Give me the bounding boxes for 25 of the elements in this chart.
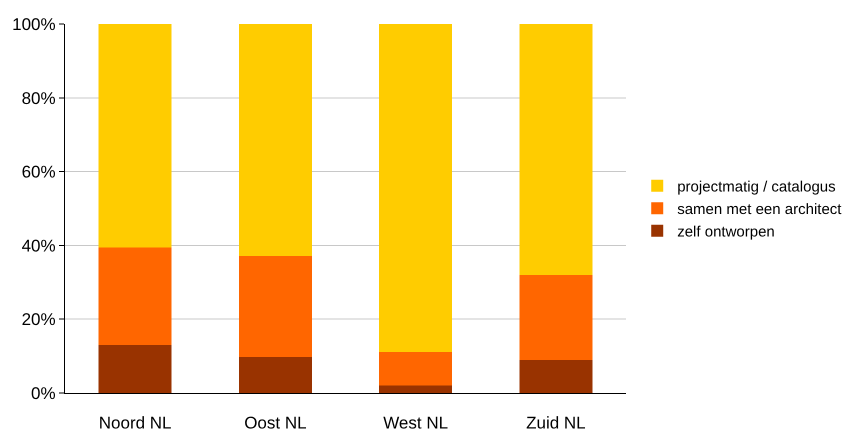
bar: [98, 345, 172, 393]
y-tick-label: 0%: [31, 384, 56, 403]
legend-label: zelf ontworpen: [677, 224, 775, 241]
y-tick-label: 60%: [22, 162, 56, 182]
bar: [98, 248, 172, 346]
x-tick-label: Oost NL: [244, 413, 307, 432]
y-tick-label: 40%: [22, 236, 56, 256]
bar: [519, 274, 592, 360]
bar: [238, 24, 312, 256]
y-tick-label: 100%: [12, 14, 56, 34]
bar: [379, 352, 452, 386]
bar: [238, 356, 312, 393]
bar: [379, 385, 452, 393]
x-tick-label: West NL: [383, 413, 448, 432]
bar: [519, 24, 592, 275]
x-tick-label: Noord NL: [98, 413, 172, 432]
legend-label: samen met een architect: [677, 201, 842, 218]
bar: [379, 24, 452, 352]
bar: [519, 360, 592, 393]
bar: [238, 256, 312, 357]
bar: [98, 24, 172, 248]
x-tick-label: Zuid NL: [526, 413, 586, 432]
legend-label: projectmatig / catalogus: [677, 178, 836, 196]
y-tick-label: 20%: [22, 310, 56, 330]
y-tick-label: 80%: [22, 88, 56, 108]
